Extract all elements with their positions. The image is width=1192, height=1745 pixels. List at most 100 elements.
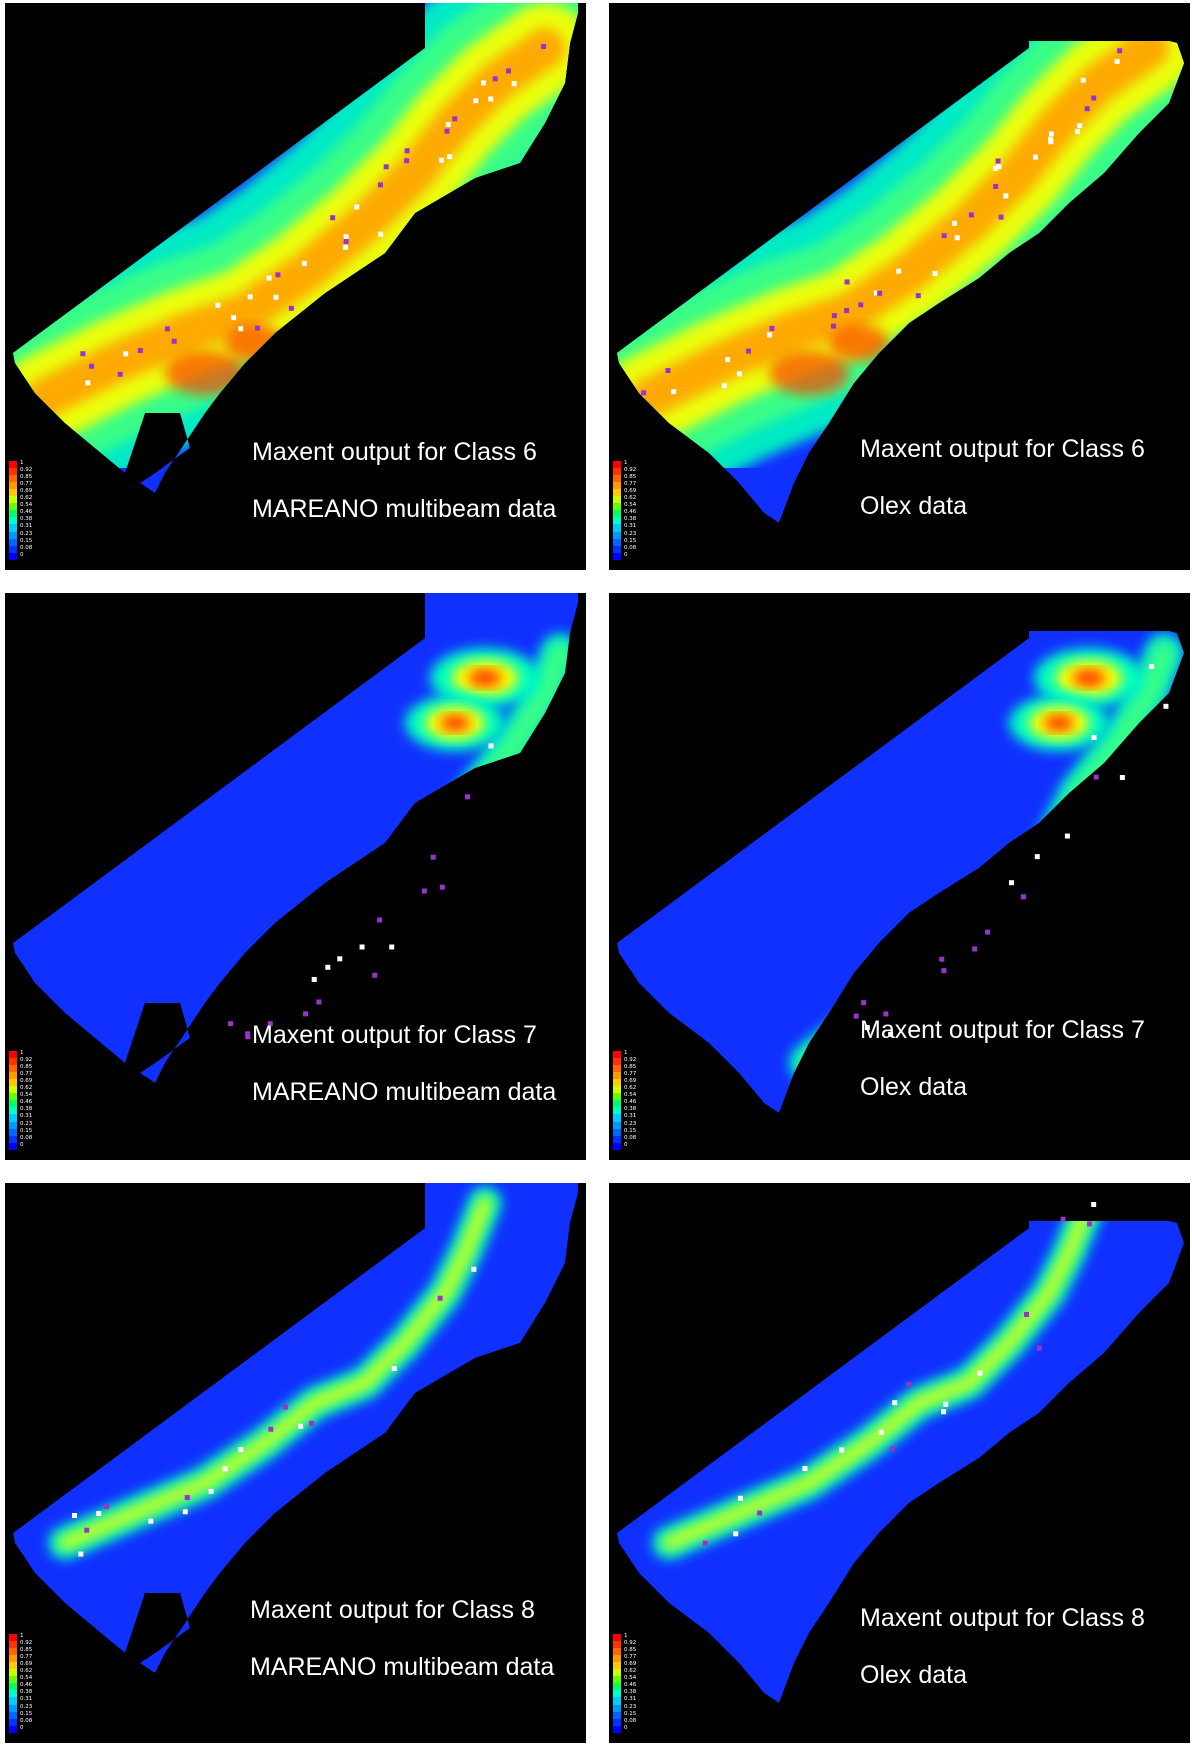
legend-row: 0.31 (613, 523, 653, 532)
legend-row: 1 (9, 460, 49, 468)
legend-row: 0.23 (9, 531, 49, 539)
presence-point (80, 351, 86, 357)
legend-row: 0.54 (613, 1092, 653, 1101)
legend-row: 0.85 (613, 1064, 653, 1072)
presence-point (641, 390, 647, 396)
legend-swatch (613, 1114, 621, 1122)
legend-label: 0.08 (624, 1134, 637, 1141)
legend-row: 1 (613, 1633, 653, 1641)
legend-label: 0.15 (624, 1127, 637, 1134)
panel-title: Maxent output for Class 7 (252, 1021, 537, 1049)
legend-swatch (613, 467, 621, 475)
legend-swatch (613, 1107, 621, 1115)
map-panel-class8-mareano: 1 0.92 0.85 0.77 0.69 0.62 0.54 0.46 0.38 0.31 0.2… (5, 1183, 586, 1743)
legend-swatch (613, 1064, 621, 1072)
legend-row: 0.38 (9, 1689, 49, 1698)
legend-label: 0.69 (624, 1077, 637, 1084)
legend-label: 0.77 (20, 480, 33, 487)
legend-swatch (613, 1697, 621, 1705)
legend-swatch (613, 517, 621, 525)
legend-label: 0.38 (20, 516, 33, 523)
map-area (13, 593, 578, 1083)
presence-point (247, 294, 253, 300)
legend-label: 0 (624, 551, 628, 558)
legend-label: 0.08 (624, 544, 637, 551)
presence-point (1117, 48, 1123, 54)
legend-swatch (9, 474, 17, 482)
presence-point (883, 1011, 889, 1017)
legend-swatch (9, 488, 17, 497)
presence-point (447, 154, 453, 160)
probability-map (617, 631, 1184, 1113)
probability-map (13, 1183, 578, 1673)
presence-point (1077, 123, 1083, 129)
legend-label: 0.38 (624, 1106, 637, 1113)
legend-row: 0 (9, 1725, 49, 1733)
presence-point (1080, 77, 1086, 83)
presence-point (873, 290, 879, 296)
legend-label: 0.08 (20, 1134, 33, 1141)
presence-point (231, 315, 237, 321)
presence-point (309, 1420, 315, 1426)
presence-point (343, 234, 349, 240)
presence-point (117, 371, 123, 377)
legend-row: 0.46 (613, 509, 653, 518)
panel-title: Maxent output for Class 7 (860, 1016, 1145, 1044)
legend-swatch (9, 1121, 17, 1129)
presence-point (1003, 193, 1009, 199)
legend-label: 0.08 (20, 544, 33, 551)
presence-point (275, 272, 281, 278)
legend-label: 0.15 (20, 1710, 33, 1717)
presence-point (1034, 854, 1040, 860)
legend-swatch (613, 1086, 621, 1094)
legend-swatch (9, 1114, 17, 1122)
legend-row: 0.46 (613, 1682, 653, 1691)
legend-swatch (9, 1669, 17, 1677)
panel-source: Olex data (860, 1661, 968, 1689)
presence-point (941, 233, 947, 239)
presence-point (266, 275, 272, 281)
presence-point (72, 1513, 78, 1519)
presence-point (316, 999, 322, 1005)
presence-point (137, 348, 143, 354)
legend-row: 0.38 (613, 1689, 653, 1698)
legend-label: 0.54 (624, 502, 637, 509)
legend-label: 0.15 (20, 1127, 33, 1134)
presence-point (1036, 1345, 1042, 1351)
presence-point (1075, 129, 1081, 135)
legend-row: 0.15 (613, 538, 653, 546)
presence-point (769, 325, 775, 331)
legend-row: 0.77 (613, 1071, 653, 1079)
legend-swatch (9, 1690, 17, 1698)
color-legend: 1 0.92 0.85 0.77 0.69 0.62 0.54 0.46 0.38 0.31 0.2… (9, 1633, 49, 1733)
legend-row: 0.15 (9, 1710, 49, 1719)
legend-label: 0.23 (624, 530, 637, 537)
presence-point (943, 1401, 949, 1407)
presence-point (877, 290, 883, 296)
legend-swatch (9, 1633, 17, 1641)
presence-point (488, 743, 494, 749)
legend-label: 0.92 (20, 1056, 33, 1063)
legend-row: 0.31 (613, 1113, 653, 1122)
legend-row: 0.38 (613, 1106, 653, 1115)
presence-point (839, 1447, 845, 1453)
legend-swatch (9, 1057, 17, 1065)
legend-label: 0.23 (624, 1703, 637, 1710)
presence-point (273, 294, 279, 300)
legend-row: 0.54 (613, 1675, 653, 1684)
legend-row: 0.69 (613, 488, 653, 497)
presence-point (506, 68, 512, 74)
legend-row: 0.46 (9, 1682, 49, 1691)
legend-label: 0 (20, 551, 24, 558)
legend-label: 0.92 (20, 1639, 33, 1646)
presence-point (702, 1540, 708, 1546)
legend-swatch (613, 1690, 621, 1698)
presence-point (378, 231, 384, 237)
legend-row: 0.85 (9, 474, 49, 482)
legend-row: 0.92 (613, 1057, 653, 1065)
legend-swatch (9, 460, 17, 468)
legend-row: 0.62 (9, 495, 49, 504)
legend-row: 0.23 (613, 1121, 653, 1129)
legend-label: 0.77 (624, 1653, 637, 1660)
legend-swatch (9, 1640, 17, 1648)
